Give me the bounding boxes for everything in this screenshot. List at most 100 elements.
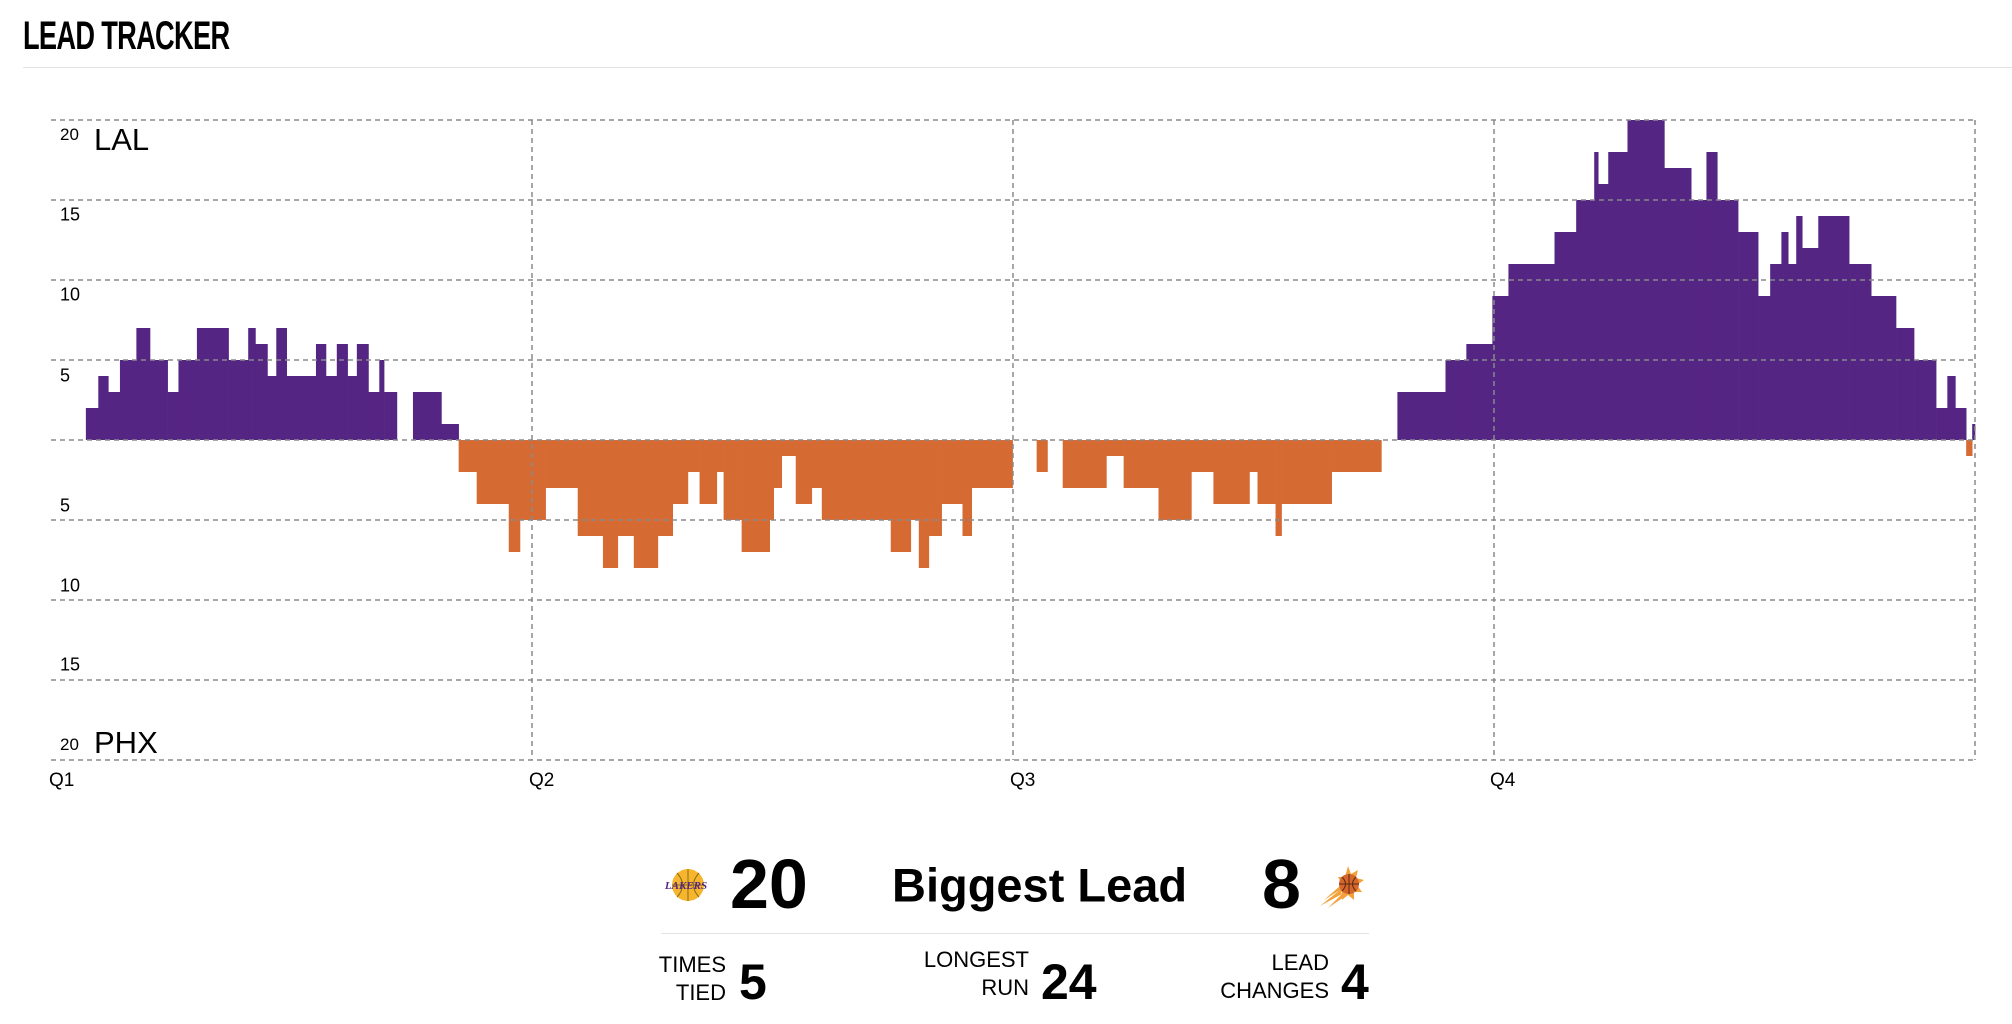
phx-lead-bar (1966, 440, 1973, 456)
y-tick-label: 5 (60, 495, 71, 516)
lal-lead-bar (1955, 408, 1967, 440)
stat-label-lead-changes: LEAD CHANGES (1220, 949, 1329, 1005)
lal-lead-bar (368, 392, 380, 440)
lal-lead-bar (1849, 264, 1872, 440)
lal-lead-bar (255, 344, 268, 440)
lal-lead-bar (356, 344, 369, 440)
lal-lead-bar (336, 344, 348, 440)
y-tick-label: 20 (60, 125, 79, 144)
lal-lead-bar (379, 360, 385, 440)
lal-lead-bar (178, 360, 198, 440)
stat-label-line: LEAD (1271, 950, 1329, 975)
x-tick-q1: Q1 (49, 770, 75, 791)
lead-tracker-chart (51, 119, 1976, 761)
phx-lead-bar (811, 440, 823, 488)
y-tick-label: 20 (60, 735, 79, 754)
lal-lead-bar (1706, 152, 1718, 440)
lal-lead-bar (1914, 360, 1937, 440)
lal-lead-bar (1466, 344, 1493, 440)
lal-lead-bar (1445, 360, 1467, 440)
phx-lead-bar (918, 440, 930, 568)
stat-label-line: RUN (981, 975, 1029, 1000)
phx-lead-bar (1062, 440, 1107, 488)
lal-lead-bar (1576, 200, 1595, 440)
phx-lead-bar (1191, 440, 1214, 472)
y-tick-label: 10 (60, 284, 81, 305)
phx-lead-bar (1257, 440, 1276, 504)
lakers-logo-icon: LAKERS (664, 869, 707, 901)
y-tick-label: 15 (60, 654, 81, 675)
y-tick-label: 10 (60, 575, 81, 596)
lal-lead-bar (167, 392, 179, 440)
stat-label-line: TIMES (658, 952, 726, 977)
phx-lead-bar (545, 440, 578, 488)
phx-lead-bar (476, 440, 510, 504)
lal-lead-bar (1598, 184, 1609, 440)
phx-lead-bar (1249, 440, 1258, 472)
lal-lead-bar (1717, 200, 1739, 440)
summary-divider (661, 933, 1369, 934)
lal-lead-bar (412, 392, 442, 440)
lal-lead-bar (85, 408, 99, 440)
lal-lead-bar (1871, 296, 1897, 440)
phx-lead-bar (741, 440, 770, 552)
phx-lead-bar (1158, 440, 1192, 520)
phx-lead-bar (962, 440, 973, 536)
lal-lead-bar (1492, 296, 1509, 440)
lal-lead-bar (1691, 200, 1707, 440)
lal-lead-bar (196, 328, 229, 440)
lead-tracker-title: LEAD TRACKER (23, 14, 230, 58)
stat-label-line: LONGEST (923, 947, 1029, 972)
phx-lead-bar (971, 440, 1013, 488)
lal-lead-bar (1738, 232, 1759, 440)
x-tick-q2: Q2 (529, 770, 555, 791)
x-tick-q4: Q4 (1490, 770, 1516, 791)
y-tick-label: 5 (60, 365, 71, 386)
lal-lead-bar (108, 392, 121, 440)
x-tick-q3: Q3 (1010, 770, 1036, 791)
lal-lead-bar (119, 360, 137, 440)
positive-team-label: LAL (94, 122, 150, 157)
lal-lead-bar (315, 344, 327, 440)
phx-lead-bar (941, 440, 963, 504)
lal-lead-bar (1947, 376, 1956, 440)
phx-lead-bar (781, 440, 797, 456)
phx-lead-bar (928, 440, 942, 536)
phx-lead-bar (1331, 440, 1382, 472)
phx-lead-bar (1213, 440, 1250, 504)
phx-lead-bar (602, 440, 619, 568)
phx-lead-bar (773, 440, 783, 488)
lal-lead-bar (384, 392, 398, 440)
lal-lead-bar (267, 376, 277, 440)
lal-lead-bar (1936, 408, 1948, 440)
stat-value-longest-run: 24 (1041, 954, 1097, 1010)
phx-lead-bar (890, 440, 912, 552)
lal-lead-bar (1802, 248, 1819, 440)
lal-lead-bar (1896, 328, 1915, 440)
lal-lead-bar (136, 328, 151, 440)
phx-lead-bar (1106, 440, 1124, 456)
lal-lead-bar (347, 376, 358, 440)
phx-lead-bar (633, 440, 659, 568)
svg-text:LAKERS: LAKERS (664, 880, 707, 892)
phx-lead-bar (672, 440, 689, 504)
phx-lead-bar (577, 440, 604, 536)
phx-lead-bar (1123, 440, 1159, 488)
phx-lead-bar (458, 440, 477, 472)
lal-lead-bar (1972, 424, 1976, 440)
stat-value-lead-changes: 4 (1341, 954, 1369, 1010)
negative-team-label: PHX (94, 725, 158, 760)
phx-lead-bar (508, 440, 521, 552)
stat-value-times-tied: 5 (739, 954, 767, 1010)
home-biggest-lead: 20 (730, 845, 808, 923)
lal-lead-bar (1594, 152, 1599, 440)
lal-lead-bar (1818, 216, 1850, 440)
lal-lead-bar (150, 360, 168, 440)
phx-lead-bar (769, 440, 775, 520)
lal-lead-bar (276, 328, 287, 440)
lal-lead-bar (1770, 264, 1782, 440)
lal-lead-bar (228, 360, 249, 440)
header-divider (23, 67, 2012, 68)
phx-lead-bar (1281, 440, 1332, 504)
lal-lead-bar (248, 328, 256, 440)
